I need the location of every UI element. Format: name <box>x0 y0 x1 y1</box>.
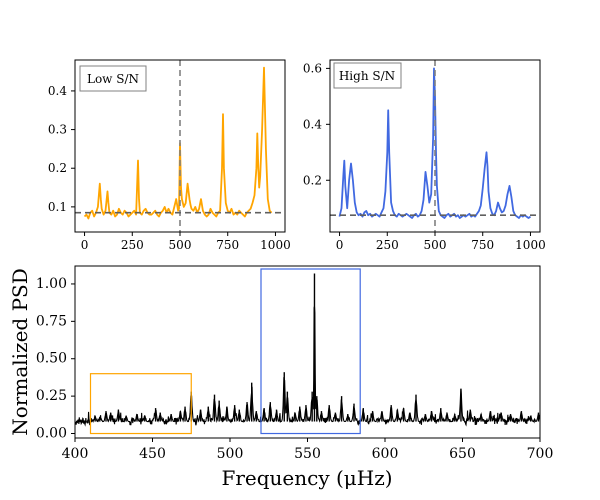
y-axis-label: Normalized PSD <box>8 268 32 436</box>
x-tick-label-full-psd-6: 700 <box>527 446 554 462</box>
panel-high-sn-label: High S/N <box>339 69 395 83</box>
x-tick-label-high-sn-3: 750 <box>471 238 494 252</box>
x-tick-label-low-sn-3: 750 <box>216 238 239 252</box>
panel-full-psd-clip-group <box>75 273 540 427</box>
panel-full-psd-plot-area <box>75 268 540 435</box>
y-tick-label-full-psd-1: 0.25 <box>36 388 67 404</box>
y-tick-label-high-sn-1: 0.4 <box>303 117 322 131</box>
x-tick-label-high-sn-4: 1000 <box>515 238 546 252</box>
highlight-box-low-sn <box>89 373 192 435</box>
panel-high-sn-label-frame <box>333 62 402 89</box>
series-line-psd <box>75 306 540 427</box>
panel-low-sn-clip-group <box>75 60 285 232</box>
y-tick-label-high-sn-0: 0.2 <box>303 173 322 187</box>
x-tick-label-full-psd-4: 600 <box>372 446 399 462</box>
y-tick-label-full-psd-0: 0.00 <box>36 426 67 442</box>
y-tick-label-low-sn-0: 0.1 <box>48 200 67 214</box>
x-tick-label-full-psd-3: 550 <box>294 446 321 462</box>
x-tick-label-full-psd-2: 500 <box>217 446 244 462</box>
panel-high-sn-clip-group <box>330 60 540 232</box>
panel-high-sn: 0 250 500 750 1000 0.2 0.4 0.6 High S/N <box>303 59 546 252</box>
y-tick-label-full-psd-4: 1.00 <box>36 276 67 292</box>
x-tick-label-full-psd-1: 450 <box>139 446 166 462</box>
panel-high-sn-label-box: High S/N <box>333 62 402 89</box>
panel-high-sn-ticks: 0 250 500 750 1000 0.2 0.4 0.6 <box>303 61 546 252</box>
panel-full-psd: 400 450 500 550 600 650 700 0.00 0.25 0.50 0.75 1.0… <box>8 265 554 490</box>
panel-low-sn-ticks: 0 250 500 750 1000 0.1 0.2 0.3 0.4 <box>48 84 291 252</box>
x-tick-label-full-psd-5: 650 <box>449 446 476 462</box>
y-tick-label-low-sn-2: 0.3 <box>48 123 67 137</box>
panel-low-sn-label-box: Low S/N <box>79 65 147 92</box>
panel-low-sn-label-frame <box>79 65 147 92</box>
x-tick-label-low-sn-2: 500 <box>169 238 192 252</box>
panel-low-sn-plot-area <box>75 60 285 232</box>
panel-low-sn-label: Low S/N <box>87 72 139 86</box>
x-tick-label-high-sn-1: 250 <box>376 238 399 252</box>
x-tick-label-low-sn-1: 250 <box>121 238 144 252</box>
panel-high-sn-plot-area <box>330 60 540 232</box>
highlight-box-high-sn <box>260 268 361 435</box>
y-tick-label-high-sn-2: 0.6 <box>303 61 322 75</box>
panel-full-psd-ticks: 400 450 500 550 600 650 700 0.00 0.25 0.50 0.75 1.0… <box>36 276 554 462</box>
y-tick-label-full-psd-3: 0.75 <box>36 313 67 329</box>
panel-low-sn: 0 250 500 750 1000 0.1 0.2 0.3 0.4 Low S/N <box>48 59 291 252</box>
y-tick-label-full-psd-2: 0.50 <box>36 351 67 367</box>
x-tick-label-full-psd-0: 400 <box>62 446 89 462</box>
x-tick-label-low-sn-4: 1000 <box>260 238 291 252</box>
x-tick-label-low-sn-0: 0 <box>81 238 89 252</box>
x-axis-label: Frequency (μHz) <box>221 466 392 490</box>
x-tick-label-high-sn-2: 500 <box>424 238 447 252</box>
x-tick-label-high-sn-0: 0 <box>336 238 344 252</box>
y-tick-label-low-sn-3: 0.4 <box>48 84 67 98</box>
y-tick-label-low-sn-1: 0.2 <box>48 161 67 175</box>
